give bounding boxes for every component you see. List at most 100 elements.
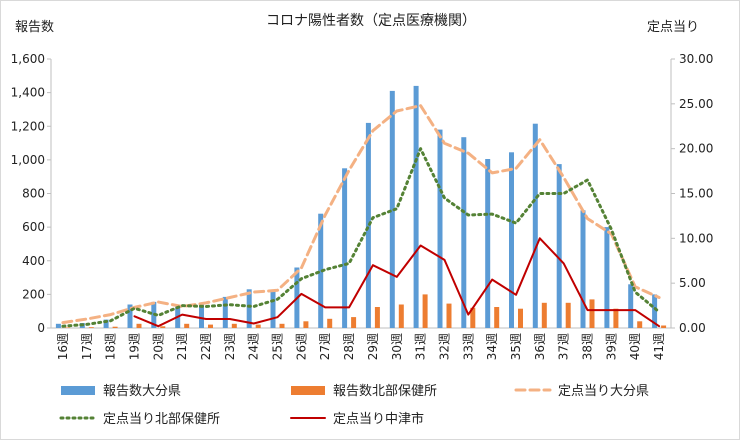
bar-報告数北部保健所-16週 xyxy=(64,327,70,328)
x-tick-label: 39週 xyxy=(604,333,618,360)
y-left-tick-label: 1,400 xyxy=(11,86,45,100)
lines-layer xyxy=(61,104,661,328)
bar-報告数大分県-24週 xyxy=(246,289,252,328)
axes: 0 200 400 600 800 1,000 1,200 1,400 1,600 0.00 5.0… xyxy=(11,52,714,335)
bar-報告数大分県-25週 xyxy=(270,291,276,328)
bar-報告数北部保健所-41週 xyxy=(661,325,667,328)
y-right-tick-label: 15.00 xyxy=(679,187,713,201)
bar-報告数北部保健所-35週 xyxy=(518,308,523,328)
bar-報告数北部保健所-34週 xyxy=(494,307,500,328)
bar-報告数北部保健所-25週 xyxy=(279,323,285,328)
x-tick-label: 33週 xyxy=(461,333,475,360)
bar-報告数大分県-29週 xyxy=(365,122,371,329)
legend-swatch-報告数大分県 xyxy=(61,386,95,395)
bar-報告数大分県-35週 xyxy=(509,152,514,328)
bar-報告数北部保健所-27週 xyxy=(327,318,333,328)
bar-報告数大分県-28週 xyxy=(342,168,348,328)
bar-報告数北部保健所-23週 xyxy=(231,323,237,328)
legend-swatch-報告数北部保健所 xyxy=(291,386,325,395)
bar-報告数大分県-31週 xyxy=(413,85,419,329)
bar-報告数北部保健所-18週 xyxy=(112,326,118,328)
x-tick-label: 16週 xyxy=(56,333,70,360)
x-tick-label: 25週 xyxy=(271,333,285,360)
bar-報告数大分県-32週 xyxy=(437,129,443,328)
x-tick-label: 24週 xyxy=(247,333,261,360)
x-tick-label: 30週 xyxy=(390,333,404,360)
y-left-tick-label: 800 xyxy=(22,187,45,201)
bar-報告数北部保健所-36週 xyxy=(541,302,547,328)
x-tick-label: 41週 xyxy=(652,333,666,360)
x-tick-labels: 16週 17週 18週 19週 20週 21週 22週 23週 24週 25週 26週 27週 28週 2… xyxy=(56,333,666,360)
x-tick-label: 17週 xyxy=(80,333,94,360)
bar-報告数北部保健所-21週 xyxy=(184,323,190,328)
y-left-tick-label: 200 xyxy=(22,287,45,301)
x-tick-label: 19週 xyxy=(127,333,141,360)
bar-報告数北部保健所-40週 xyxy=(637,321,643,328)
bar-報告数大分県-39週 xyxy=(604,227,610,328)
y-right-tick-label: 10.00 xyxy=(679,231,713,245)
bar-報告数北部保健所-37週 xyxy=(565,302,571,328)
bar-報告数北部保健所-30週 xyxy=(398,304,404,328)
bar-報告数北部保健所-38週 xyxy=(589,299,595,328)
bar-報告数大分県-37週 xyxy=(556,164,562,328)
bar-報告数大分県-30週 xyxy=(389,90,395,329)
bar-報告数北部保健所-28週 xyxy=(351,317,357,328)
bar-報告数大分県-36週 xyxy=(532,123,538,328)
bar-報告数大分県-34週 xyxy=(485,159,491,328)
y-left-tick-label: 400 xyxy=(22,254,45,268)
bar-報告数大分県-23週 xyxy=(222,296,228,328)
x-tick-label: 32週 xyxy=(437,333,451,360)
x-tick-label: 38週 xyxy=(581,333,595,360)
x-tick-label: 40週 xyxy=(628,333,642,360)
x-tick-label: 27週 xyxy=(318,333,332,360)
bar-報告数北部保健所-17週 xyxy=(88,327,94,328)
bar-報告数大分県-38週 xyxy=(580,210,586,328)
bar-報告数北部保健所-31週 xyxy=(422,294,428,328)
bar-報告数大分県-18週 xyxy=(103,319,109,328)
x-tick-label: 20週 xyxy=(151,333,165,360)
bar-報告数北部保健所-29週 xyxy=(374,307,380,328)
x-tick-label: 18週 xyxy=(104,333,118,360)
bar-報告数大分県-27週 xyxy=(318,213,324,328)
bar-報告数北部保健所-39週 xyxy=(613,308,619,328)
bar-報告数北部保健所-33週 xyxy=(470,307,476,328)
bar-報告数北部保健所-20週 xyxy=(160,326,166,328)
x-tick-label: 28週 xyxy=(342,333,356,360)
legend-label: 定点当り中津市 xyxy=(333,411,424,427)
line-series-定点当り大分県 xyxy=(61,104,661,325)
y-right-tick-label: 5.00 xyxy=(679,276,706,290)
x-tick-label: 37週 xyxy=(557,333,571,360)
y-left-tick-label: 1,200 xyxy=(11,119,45,133)
x-tick-label: 36週 xyxy=(533,333,547,360)
x-tick-label: 29週 xyxy=(366,333,380,360)
bar-報告数大分県-22週 xyxy=(199,302,204,328)
x-tick-label: 23週 xyxy=(223,333,237,360)
y-left-axis-label: 報告数 xyxy=(15,20,54,35)
line-series-定点当り中津市 xyxy=(133,237,661,328)
y-right-tick-label: 25.00 xyxy=(679,97,713,111)
bar-報告数大分県-33週 xyxy=(461,137,467,328)
y-left-tick-label: 600 xyxy=(22,220,45,234)
bar-報告数北部保健所-26週 xyxy=(303,321,309,328)
bar-報告数北部保健所-24週 xyxy=(255,324,261,328)
bar-報告数北部保健所-22週 xyxy=(208,324,213,328)
bar-報告数大分県-19週 xyxy=(127,304,133,328)
bar-報告数大分県-40週 xyxy=(628,284,634,328)
legend-label: 定点当り北部保健所 xyxy=(103,412,220,427)
y-right-tick-label: 20.00 xyxy=(679,142,713,156)
x-tick-label: 26週 xyxy=(294,333,308,360)
y-right-tick-label: 0.00 xyxy=(679,321,706,335)
x-tick-label: 34週 xyxy=(485,333,499,360)
x-tick-label: 31週 xyxy=(414,333,428,360)
x-tick-label: 22週 xyxy=(199,333,213,360)
bar-報告数北部保健所-19週 xyxy=(136,323,142,328)
bar-報告数北部保健所-32週 xyxy=(446,303,452,328)
legend-label: 報告数北部保健所 xyxy=(333,384,437,399)
y-left-tick-label: 1,000 xyxy=(11,153,45,167)
legend-label: 定点当り大分県 xyxy=(558,384,649,399)
x-tick-label: 35週 xyxy=(509,333,523,360)
x-tick-label: 21週 xyxy=(175,333,189,360)
legend-label: 報告数大分県 xyxy=(103,384,181,399)
